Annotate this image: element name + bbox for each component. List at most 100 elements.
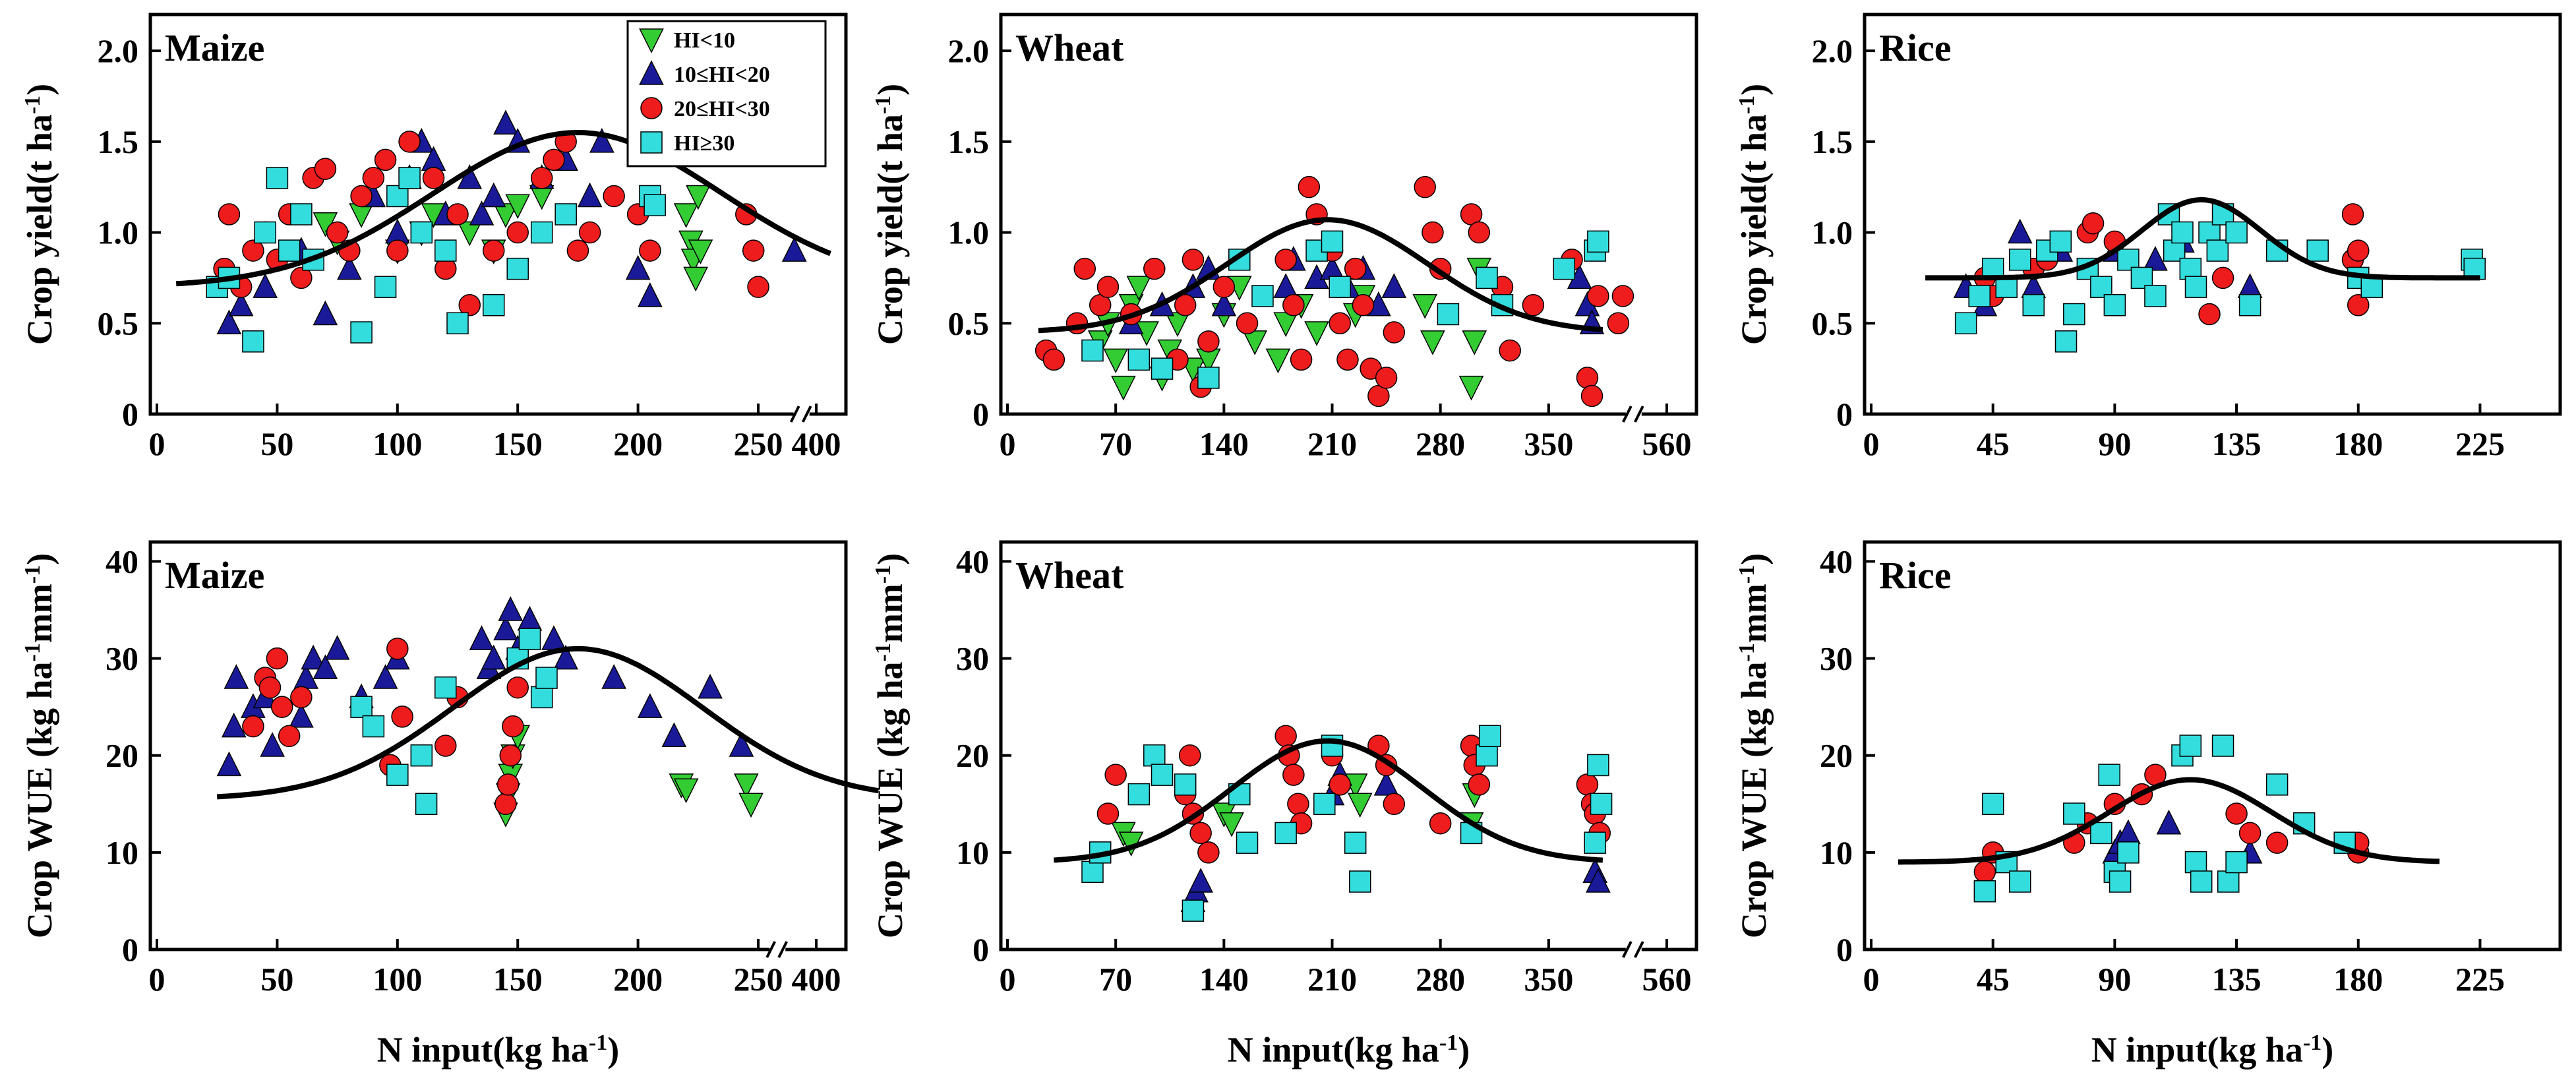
data-point	[1287, 793, 1309, 816]
data-point	[1587, 285, 1609, 307]
axis-break-mark	[765, 940, 789, 959]
data-point	[1414, 175, 1436, 198]
data-point	[625, 255, 651, 280]
x-axis-label: N input(kg ha-1)	[377, 1030, 619, 1069]
x-axis-label: N input(kg ha-1)	[2091, 1030, 2333, 1069]
data-point	[1499, 339, 1521, 362]
data-point	[386, 638, 409, 660]
data-point	[1081, 860, 1104, 884]
data-point	[349, 203, 374, 228]
data-point	[493, 109, 518, 135]
data-point	[2171, 221, 2194, 244]
data-point	[1182, 249, 1205, 271]
x-tick-label: 150	[493, 961, 543, 998]
x-tick-label: 150	[493, 425, 543, 462]
data-point	[1584, 831, 1606, 854]
data-point	[529, 185, 554, 210]
panel-title: Maize	[165, 554, 264, 597]
data-point	[2144, 285, 2167, 307]
data-point	[2238, 293, 2261, 316]
data-point	[2347, 293, 2370, 316]
y-tick-label: 40	[956, 543, 989, 580]
data-point	[313, 654, 338, 680]
data-point	[535, 667, 558, 689]
fit-curve	[175, 129, 831, 287]
legend-marker	[640, 97, 663, 119]
data-point	[1973, 880, 1996, 903]
panel-title: Rice	[1879, 26, 1952, 69]
x-tick-label: 140	[1199, 425, 1249, 462]
data-point	[1143, 744, 1166, 767]
y-tick-label: 0	[1836, 396, 1853, 433]
data-point	[733, 773, 759, 798]
data-point	[457, 221, 483, 247]
x-tick-label: 250	[734, 961, 783, 998]
plot-frame	[148, 540, 848, 951]
data-point	[493, 203, 518, 228]
data-point	[1313, 793, 1336, 816]
data-point	[673, 203, 699, 228]
data-point	[221, 712, 247, 738]
x-tick-label: 140	[1199, 961, 1249, 998]
y-tick-label: 1.0	[1812, 214, 1853, 251]
data-point	[2341, 203, 2364, 226]
data-point	[1607, 312, 1630, 335]
data-point	[350, 185, 373, 208]
data-point	[1282, 764, 1305, 786]
data-point	[1182, 899, 1205, 922]
data-point	[541, 625, 566, 650]
x-tick-label: 45	[1977, 425, 2010, 462]
data-point	[446, 203, 469, 226]
data-point	[446, 312, 469, 335]
data-point	[242, 715, 264, 738]
x-tick-label: 0	[1000, 961, 1016, 998]
data-point	[228, 291, 254, 316]
data-point	[290, 266, 313, 289]
data-point	[2008, 249, 2031, 271]
data-point	[314, 158, 337, 180]
y-tick-label: 30	[1820, 640, 1853, 677]
x-tick-label: 180	[2333, 961, 2383, 998]
data-point	[481, 644, 506, 670]
plot-frame	[148, 13, 848, 416]
data-point	[2179, 735, 2202, 757]
data-point	[1412, 293, 1438, 319]
data-point	[1590, 793, 1613, 816]
fit-curve	[216, 646, 880, 800]
legend-marker	[639, 60, 664, 85]
data-point	[2117, 841, 2140, 864]
y-tick-label: 10	[105, 834, 138, 871]
y-tick-label: 20	[105, 737, 138, 774]
data-point	[374, 148, 397, 171]
panel-yield-maize: 0 50 100 150 200 250 400 0 0.5 1.0 1.5 2.0 Maize Crop…	[20, 13, 848, 462]
y-tick-label: 0.5	[948, 305, 990, 342]
x-tick-label: 210	[1307, 425, 1357, 462]
data-point	[493, 615, 518, 641]
data-point	[1213, 276, 1236, 298]
data-point	[589, 127, 614, 153]
x-tick-label: 560	[1642, 961, 1692, 998]
data-point	[1236, 312, 1259, 335]
y-tick-label: 10	[1820, 834, 1853, 871]
data-point	[469, 625, 494, 650]
x-tick-label: 0	[149, 961, 165, 998]
legend-label: HI<10	[674, 28, 735, 53]
x-tick-label: 135	[2212, 961, 2261, 998]
data-point	[2022, 293, 2045, 316]
data-point	[1242, 330, 1268, 355]
plot-frame	[1863, 13, 2562, 416]
data-point	[254, 221, 276, 244]
data-point	[673, 778, 699, 804]
data-point	[324, 634, 350, 660]
fit-curve	[1038, 217, 1603, 334]
y-tick-label: 0	[1836, 931, 1853, 968]
data-point	[1422, 221, 1444, 244]
data-point	[2054, 330, 2078, 353]
data-point	[469, 200, 494, 226]
data-point	[1197, 841, 1220, 864]
data-point	[1274, 249, 1297, 271]
data-point	[494, 793, 517, 816]
data-point	[1073, 257, 1096, 280]
data-point	[216, 309, 242, 335]
